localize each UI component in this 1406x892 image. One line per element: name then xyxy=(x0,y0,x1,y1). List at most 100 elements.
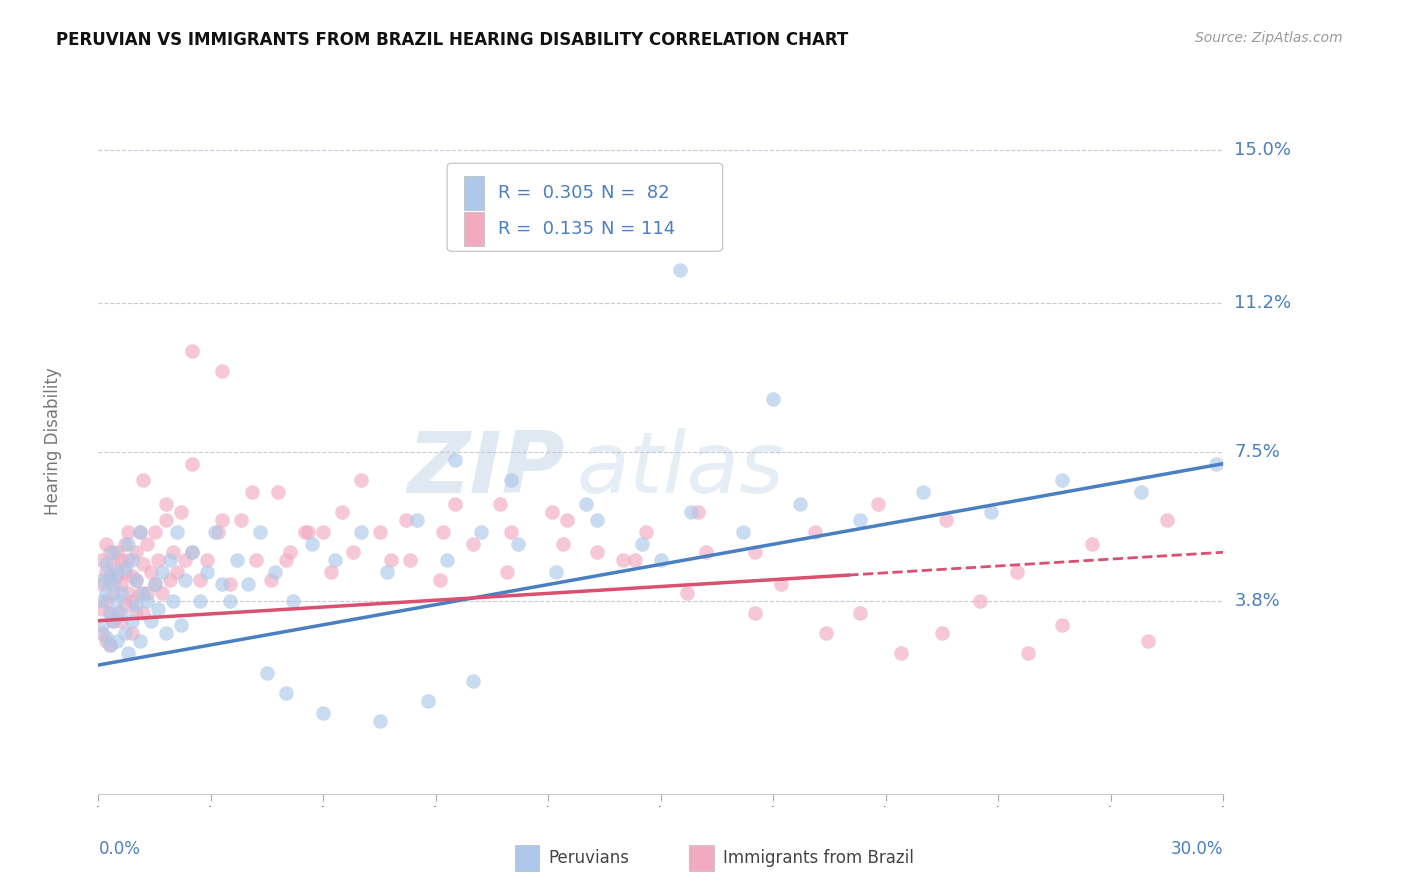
Point xyxy=(297,525,319,540)
Point xyxy=(283,593,305,607)
Point xyxy=(1005,566,1028,580)
FancyBboxPatch shape xyxy=(515,845,540,871)
Point xyxy=(496,566,519,580)
Point xyxy=(143,525,166,540)
Point xyxy=(301,537,323,551)
Point xyxy=(294,525,316,540)
Point xyxy=(868,497,890,511)
Point xyxy=(114,561,136,575)
Point xyxy=(98,638,121,652)
Point xyxy=(260,574,283,588)
Point xyxy=(173,553,195,567)
Point xyxy=(762,392,785,407)
Point xyxy=(631,537,654,551)
Text: R =  0.135: R = 0.135 xyxy=(498,220,593,238)
Point xyxy=(155,513,177,527)
Point xyxy=(139,566,162,580)
Point xyxy=(688,505,710,519)
Point xyxy=(312,706,335,721)
Point xyxy=(98,606,121,620)
Point xyxy=(650,553,672,567)
Point xyxy=(980,505,1002,519)
Point xyxy=(125,545,148,559)
Point xyxy=(173,574,195,588)
Point xyxy=(375,566,398,580)
Point xyxy=(218,577,240,591)
Point xyxy=(94,585,117,599)
Point xyxy=(575,497,598,511)
Point xyxy=(150,585,173,599)
Point xyxy=(679,505,702,519)
Point xyxy=(105,606,128,620)
Point xyxy=(121,569,143,583)
Point xyxy=(634,525,657,540)
Point xyxy=(159,574,181,588)
Point xyxy=(117,525,139,540)
Text: 15.0%: 15.0% xyxy=(1234,141,1292,159)
Point xyxy=(103,558,125,572)
Point xyxy=(117,537,139,551)
Point xyxy=(1137,633,1160,648)
Point xyxy=(181,457,204,471)
Point xyxy=(803,525,825,540)
Point xyxy=(226,553,249,567)
Point xyxy=(125,574,148,588)
Point xyxy=(238,577,260,591)
Point xyxy=(274,686,297,700)
Point xyxy=(110,577,132,591)
Point xyxy=(162,545,184,559)
Point xyxy=(91,553,114,567)
Point xyxy=(105,545,128,559)
Point xyxy=(136,585,159,599)
Point xyxy=(105,593,128,607)
Point xyxy=(733,525,755,540)
Point xyxy=(94,593,117,607)
Point xyxy=(463,537,485,551)
Point xyxy=(1205,457,1227,471)
Point xyxy=(98,569,121,583)
Point xyxy=(132,585,155,599)
Text: Immigrants from Brazil: Immigrants from Brazil xyxy=(723,849,914,867)
Point xyxy=(814,625,837,640)
Point xyxy=(744,545,766,559)
Point xyxy=(114,625,136,640)
Point xyxy=(98,574,121,588)
Point xyxy=(121,625,143,640)
Point xyxy=(91,574,114,588)
Point xyxy=(211,513,233,527)
Point xyxy=(139,614,162,628)
Point xyxy=(155,497,177,511)
Point xyxy=(170,505,193,519)
Point xyxy=(1129,484,1152,499)
Text: Peruvians: Peruvians xyxy=(548,849,630,867)
Point xyxy=(470,525,492,540)
Point xyxy=(211,577,233,591)
Point xyxy=(541,505,564,519)
Text: 30.0%: 30.0% xyxy=(1171,839,1223,858)
Text: 0.0%: 0.0% xyxy=(98,839,141,858)
Point xyxy=(218,593,240,607)
Point xyxy=(166,566,188,580)
Text: 3.8%: 3.8% xyxy=(1234,591,1281,609)
Point xyxy=(245,553,267,567)
Point xyxy=(110,585,132,599)
Point xyxy=(586,545,609,559)
Point xyxy=(181,343,204,358)
Point xyxy=(105,569,128,583)
Point xyxy=(695,545,717,559)
Point xyxy=(443,497,465,511)
Point xyxy=(443,452,465,467)
Point xyxy=(931,625,953,640)
Point xyxy=(121,593,143,607)
Point xyxy=(1156,513,1178,527)
Point xyxy=(128,585,150,599)
Point xyxy=(117,553,139,567)
Point xyxy=(769,577,792,591)
Point xyxy=(136,593,159,607)
Point xyxy=(249,525,271,540)
Text: N = 114: N = 114 xyxy=(602,220,675,238)
Point xyxy=(162,593,184,607)
Point xyxy=(150,566,173,580)
Point xyxy=(278,545,301,559)
Point xyxy=(555,513,578,527)
